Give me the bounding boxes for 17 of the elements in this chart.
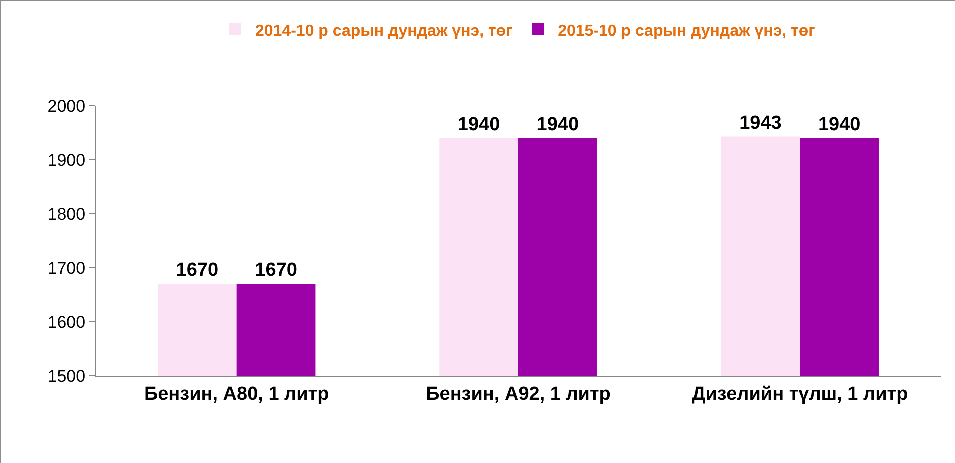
data-label: 1670: [176, 260, 219, 282]
y-tick-label: 1500: [48, 366, 86, 386]
y-tick-label: 1600: [48, 312, 86, 332]
x-tick-label: Дизелийн түлш, 1 литр: [692, 384, 908, 405]
legend-label: 2015-10 р сарын дундаж үнэ, төг: [558, 22, 816, 40]
y-tick-label: 1900: [48, 150, 86, 170]
data-label: 1940: [818, 114, 861, 136]
x-tick-label: Бензин, А92, 1 литр: [426, 384, 611, 405]
data-label: 1940: [536, 114, 580, 136]
y-tick-label: 2000: [48, 96, 86, 116]
x-tick-label: Бензин, А80, 1 литр: [144, 384, 330, 405]
y-tick-label: 1700: [48, 258, 86, 278]
data-label: 1940: [458, 114, 500, 136]
data-label: 1943: [740, 112, 782, 134]
y-tick-label: 1800: [48, 204, 86, 224]
legend-label: 2014-10 р сарын дундаж үнэ, төг: [256, 22, 514, 40]
data-label: 1670: [255, 260, 298, 282]
